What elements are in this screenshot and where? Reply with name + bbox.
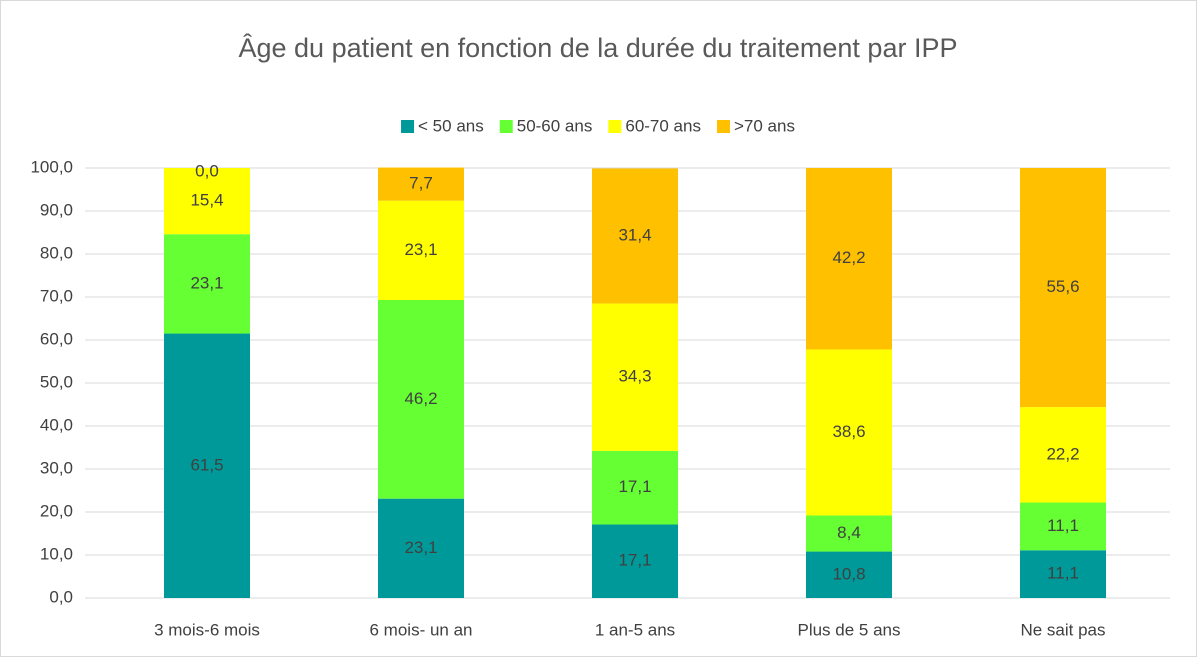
data-label: 42,2 xyxy=(832,248,865,267)
bar-segment xyxy=(592,524,678,598)
legend-label: >70 ans xyxy=(734,116,795,135)
legend-swatch xyxy=(716,120,730,133)
data-label: 38,6 xyxy=(832,422,865,441)
bar-segment xyxy=(806,515,892,552)
legend-swatch xyxy=(401,120,415,133)
bar-segment xyxy=(806,349,892,516)
legend-label: 50-60 ans xyxy=(517,116,593,135)
x-tick-label: 6 mois- un an xyxy=(370,620,473,639)
bar-segment xyxy=(592,450,678,525)
y-tick-label: 10,0 xyxy=(40,544,73,563)
data-label: 0,0 xyxy=(195,161,219,180)
data-label: 8,4 xyxy=(837,523,861,542)
bar-segment xyxy=(1020,502,1106,551)
y-tick-label: 80,0 xyxy=(40,243,73,262)
y-tick-label: 30,0 xyxy=(40,458,73,477)
bar-segment xyxy=(592,303,678,451)
legend-label: < 50 ans xyxy=(418,116,484,135)
bar-segment xyxy=(378,200,464,301)
x-tick-label: Plus de 5 ans xyxy=(797,620,900,639)
bar-segment xyxy=(1020,550,1106,598)
bar-segment xyxy=(592,168,678,304)
data-label: 23,1 xyxy=(190,273,223,292)
bar-segment xyxy=(164,234,250,334)
data-label: 10,8 xyxy=(832,564,865,583)
bar-segment xyxy=(1020,407,1106,503)
y-tick-label: 100,0 xyxy=(30,157,73,176)
y-tick-label: 0,0 xyxy=(49,587,73,606)
chart-title: Âge du patient en fonction de la durée d… xyxy=(239,32,958,63)
x-tick-label: 1 an-5 ans xyxy=(595,620,675,639)
legend-swatch xyxy=(499,120,513,133)
bar-segment xyxy=(806,551,892,598)
y-tick-label: 50,0 xyxy=(40,372,73,391)
data-label: 7,7 xyxy=(409,174,433,193)
x-tick-label: 3 mois-6 mois xyxy=(154,620,260,639)
y-tick-label: 20,0 xyxy=(40,501,73,520)
data-label: 31,4 xyxy=(618,225,651,244)
bar-segment xyxy=(378,167,464,201)
data-label: 15,4 xyxy=(190,191,223,210)
bar-segment xyxy=(378,498,464,598)
bar-segment xyxy=(378,300,464,499)
data-label: 11,1 xyxy=(1047,564,1079,583)
data-label: 55,6 xyxy=(1046,277,1079,296)
data-label: 17,1 xyxy=(618,477,651,496)
bar-segment xyxy=(164,333,250,598)
y-tick-label: 90,0 xyxy=(40,200,73,219)
data-label: 46,2 xyxy=(404,389,437,408)
y-tick-label: 70,0 xyxy=(40,286,73,305)
x-tick-label: Ne sait pas xyxy=(1020,620,1105,639)
data-label: 61,5 xyxy=(190,455,223,474)
y-tick-label: 40,0 xyxy=(40,415,73,434)
data-label: 23,1 xyxy=(404,240,437,259)
data-label: 11,1 xyxy=(1047,516,1079,535)
data-label: 22,2 xyxy=(1046,444,1079,463)
data-label: 23,1 xyxy=(404,538,437,557)
data-label: 17,1 xyxy=(618,551,651,570)
bar-segment xyxy=(1020,168,1106,408)
y-tick-label: 60,0 xyxy=(40,329,73,348)
legend-label: 60-70 ans xyxy=(625,116,701,135)
legend-swatch xyxy=(608,120,622,133)
bar-segment xyxy=(806,168,892,350)
bar-segment xyxy=(164,168,250,235)
data-label: 34,3 xyxy=(618,367,651,386)
